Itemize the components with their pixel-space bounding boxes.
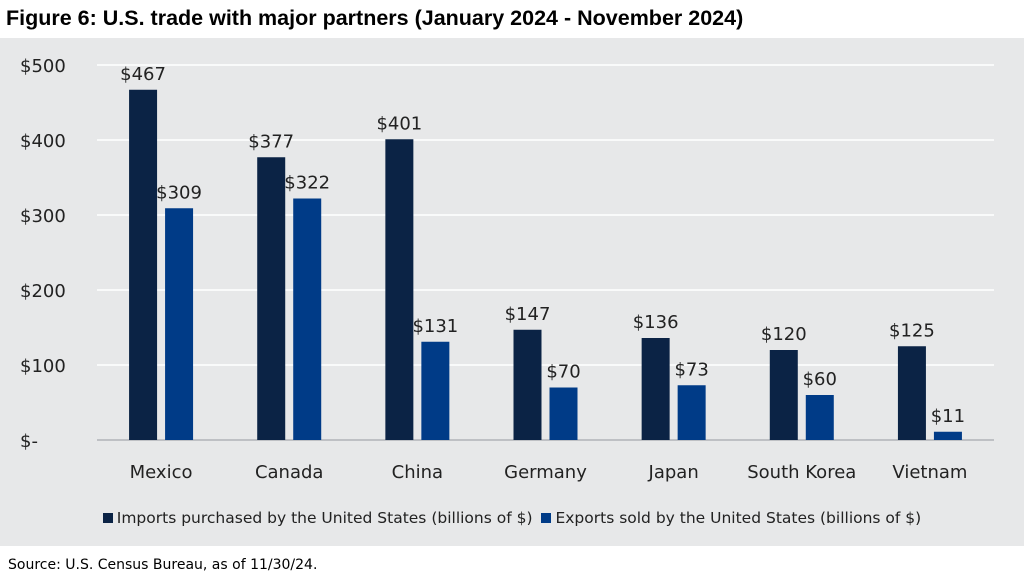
legend-label-exports: Exports sold by the United States (billi…: [555, 509, 922, 527]
source-note: Source: U.S. Census Bureau, as of 11/30/…: [8, 557, 318, 573]
legend-swatch-exports: [541, 513, 552, 523]
bar-imports: [257, 157, 286, 440]
legend-item-imports: Imports purchased by the United States (…: [102, 509, 533, 527]
x-tick-label: Mexico: [130, 462, 193, 483]
y-tick-label: $200: [20, 281, 66, 302]
data-label: $73: [674, 359, 708, 380]
chart-title: Figure 6: U.S. trade with major partners…: [6, 6, 744, 30]
legend-swatch-imports: [102, 513, 113, 523]
data-label: $401: [376, 113, 422, 134]
bar-exports: [421, 341, 450, 440]
bar-exports: [677, 385, 706, 440]
data-label: $120: [761, 324, 807, 345]
bar-exports: [293, 198, 322, 440]
y-tick-label: $300: [20, 206, 66, 227]
bar-imports: [641, 338, 670, 440]
x-tick-label: Japan: [648, 462, 699, 483]
x-tick-label: Germany: [504, 462, 587, 483]
bar-exports: [805, 395, 834, 440]
bar-imports: [769, 350, 798, 440]
x-tick-label: South Korea: [747, 462, 856, 483]
data-label: $377: [248, 131, 294, 152]
data-label: $309: [156, 182, 202, 203]
bar-imports: [513, 329, 542, 440]
y-tick-label: $-: [20, 431, 38, 452]
x-tick-label: Vietnam: [892, 462, 967, 483]
data-label: $322: [284, 173, 330, 194]
legend: Imports purchased by the United States (…: [0, 509, 1024, 527]
bar-imports: [897, 346, 926, 440]
y-tick-label: $100: [20, 356, 66, 377]
data-label: $70: [546, 362, 580, 383]
data-label: $147: [505, 304, 551, 325]
y-tick-label: $500: [20, 56, 66, 77]
x-tick-label: China: [392, 462, 443, 483]
data-label: $136: [633, 312, 679, 333]
x-tick-label: Canada: [255, 462, 324, 483]
bar-exports: [549, 387, 578, 440]
data-label: $125: [889, 320, 935, 341]
y-tick-label: $400: [20, 131, 66, 152]
data-label: $131: [412, 316, 458, 337]
bar-imports: [385, 139, 414, 440]
bar-imports: [129, 89, 158, 440]
legend-label-imports: Imports purchased by the United States (…: [116, 509, 533, 527]
legend-item-exports: Exports sold by the United States (billi…: [541, 509, 921, 527]
bar-exports: [933, 431, 962, 440]
data-label: $11: [931, 406, 965, 427]
bar-exports: [165, 208, 194, 440]
data-label: $60: [803, 369, 837, 390]
data-label: $467: [120, 64, 166, 85]
